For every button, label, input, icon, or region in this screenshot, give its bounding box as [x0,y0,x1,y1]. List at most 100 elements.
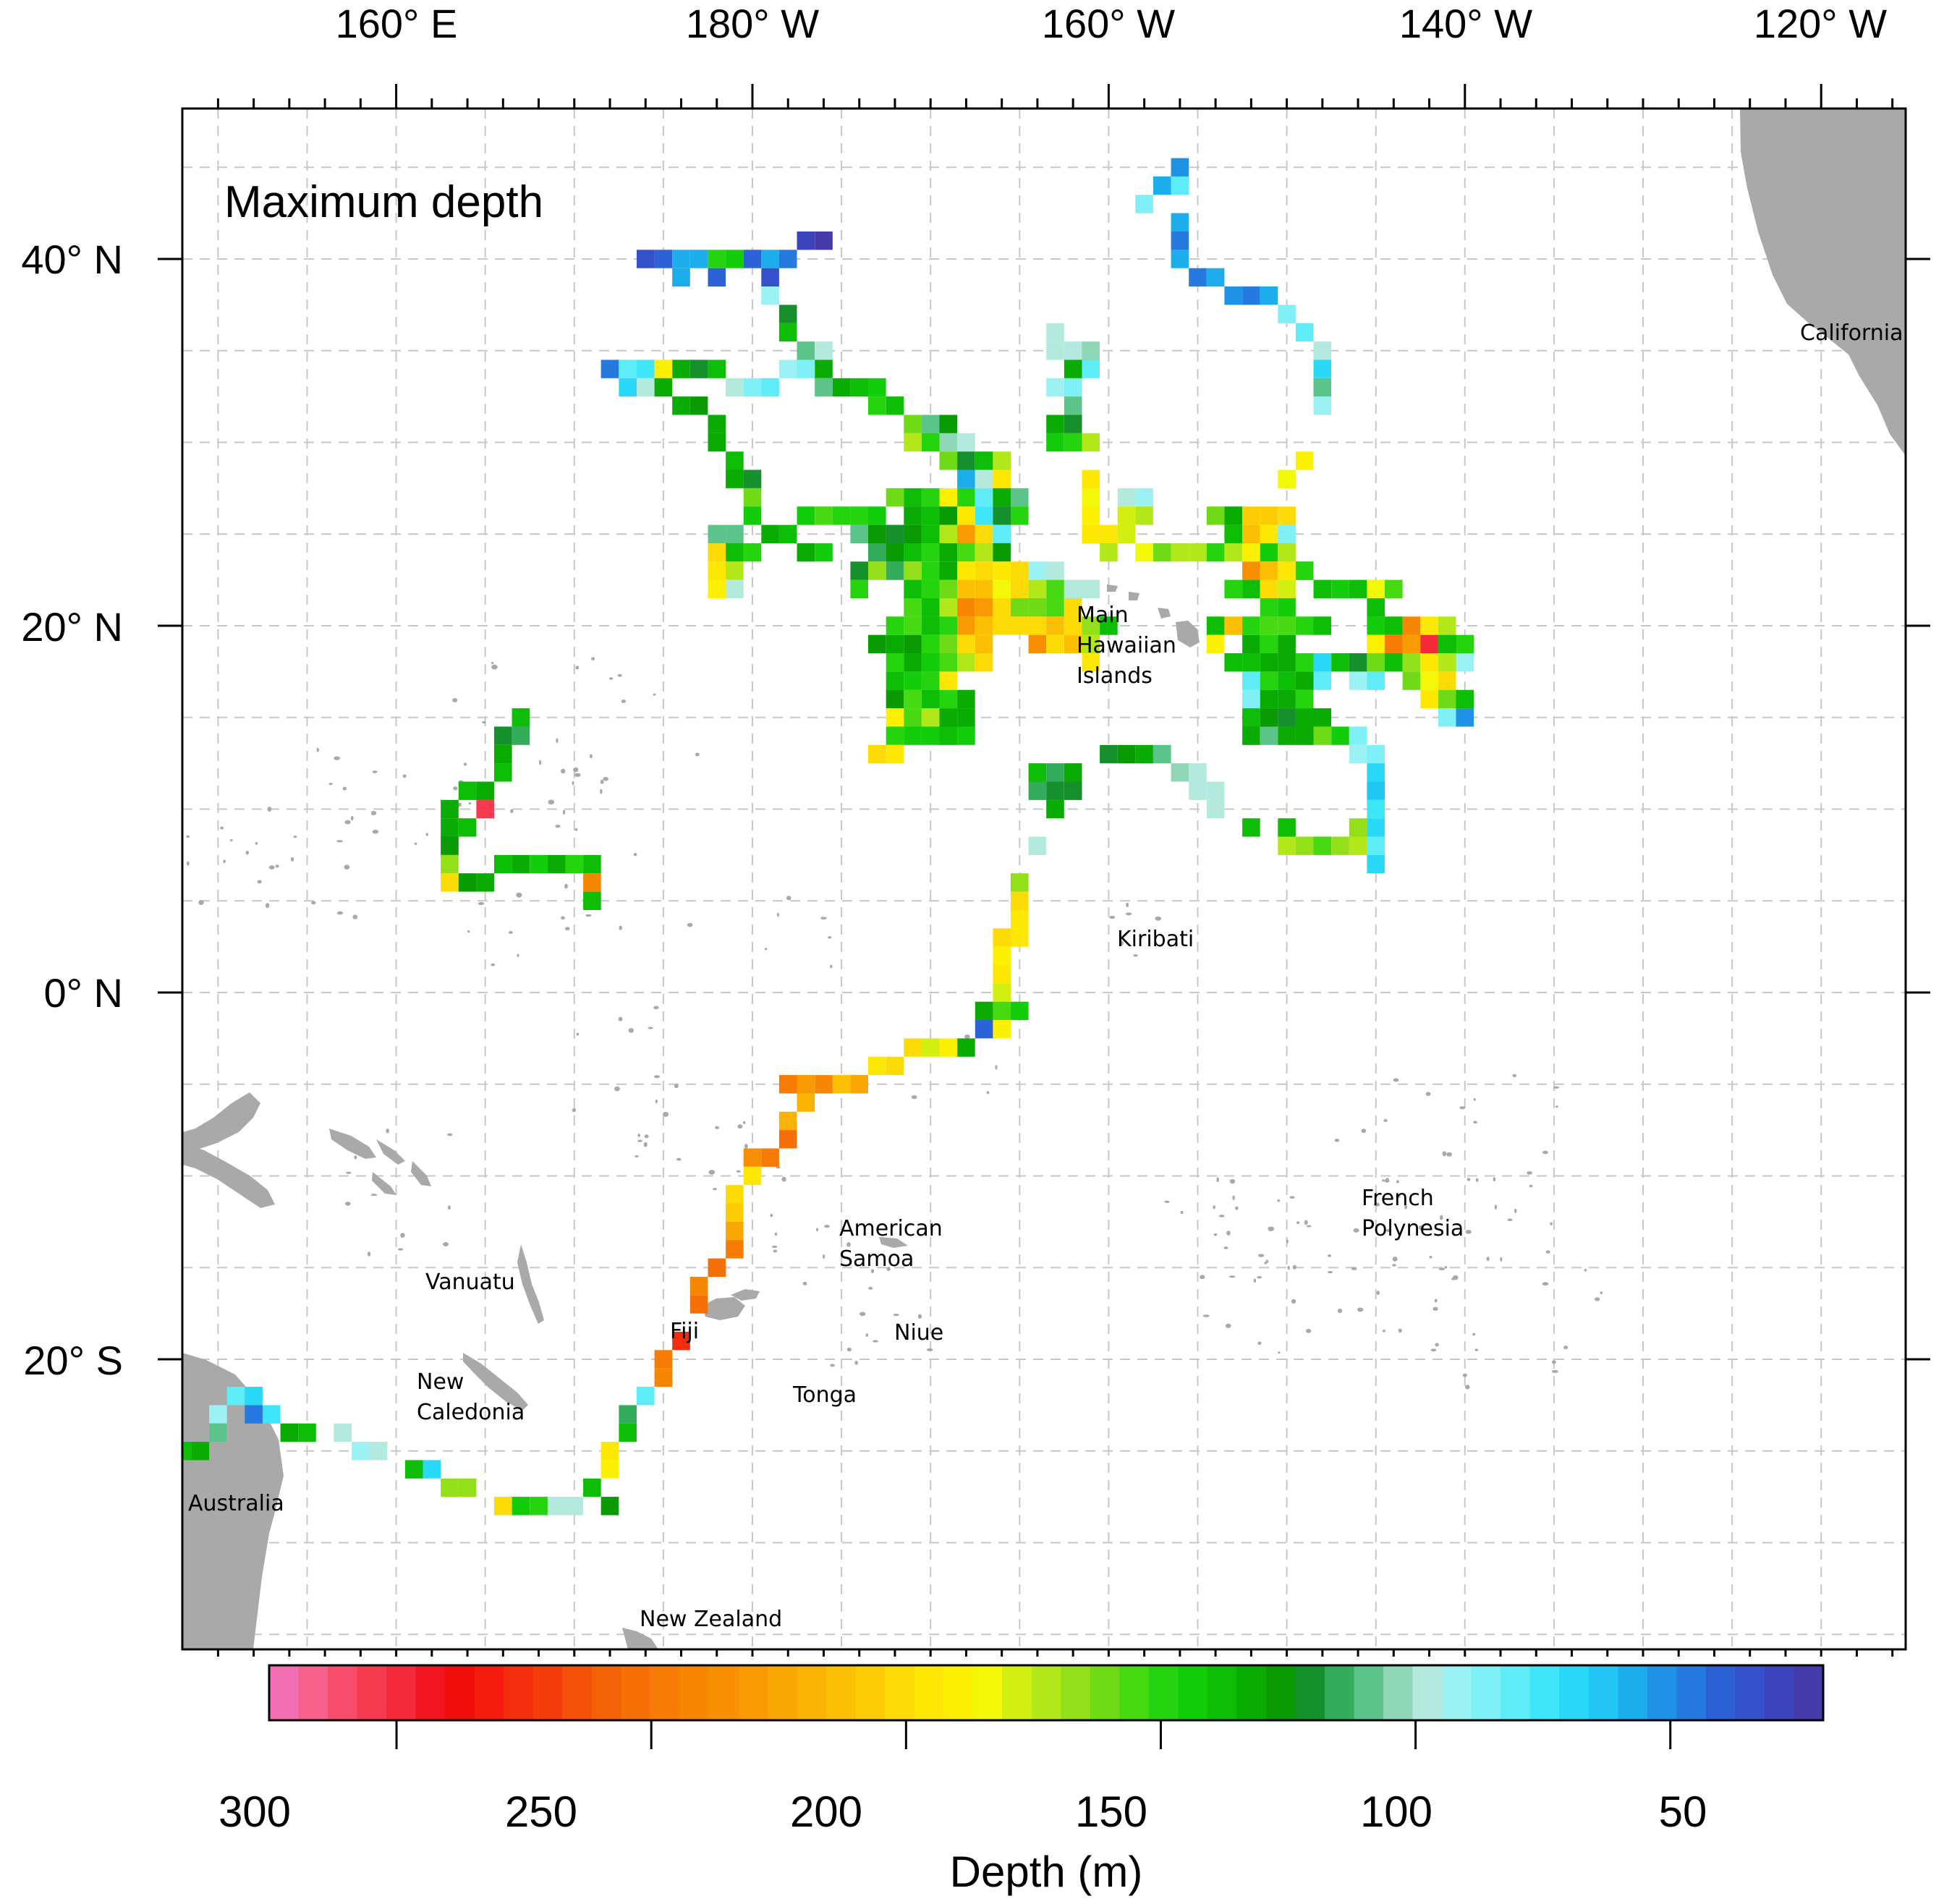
depth-cell [1011,488,1029,507]
depth-cell [1171,176,1189,195]
top-axis-label-160e: 160° E [336,1,458,46]
depth-cell [975,451,993,470]
depth-cell [743,543,762,562]
islet [1475,1178,1479,1183]
depth-cell [512,854,530,874]
depth-cell [939,506,958,525]
islet [564,927,570,931]
depth-cell [1242,286,1260,305]
colorbar-swatch [1236,1665,1267,1720]
depth-cell [619,1423,637,1442]
islet [628,1028,634,1033]
depth-cell [886,561,904,580]
depth-cell [904,616,922,635]
depth-cell [939,579,958,598]
depth-cell [1295,616,1314,635]
islet [964,1034,970,1040]
depth-cell [1206,781,1225,800]
islet [1304,1220,1308,1225]
depth-cell [921,488,940,507]
depth-cell [1206,616,1225,635]
depth-cell [334,1423,352,1442]
depth-cell [975,1001,993,1021]
colorbar-swatch [1031,1665,1061,1720]
depth-cell [1456,653,1474,672]
depth-cell [13,1534,31,1552]
depth-cell [1189,781,1207,800]
depth-cell [957,561,975,580]
depth-cell [1171,543,1189,562]
islet [1257,1275,1262,1279]
islet [328,783,333,786]
islet [619,925,622,930]
depth-cell [1456,708,1474,727]
top-axis-label-160w: 160° W [1042,1,1175,46]
colorbar-swatch [357,1665,387,1720]
depth-cell [939,616,958,635]
depth-cell [672,268,690,287]
depth-cell [1135,488,1153,507]
land-masses [182,109,1906,1649]
islet [342,786,347,791]
depth-cell [458,781,477,800]
depth-cell [31,1516,49,1534]
depth-cell [441,836,459,855]
depth-cell [726,543,744,562]
depth-cell [921,543,940,562]
depth-cell [886,634,904,654]
colorbar-swatch [1061,1665,1091,1720]
depth-cell [832,378,851,397]
left-axis-labels: 40° N 20° N 0° N 20° S [21,237,123,1383]
depth-cell [1189,763,1207,782]
depth-cell [1082,469,1100,488]
islet [1472,1333,1476,1336]
depth-cell [921,616,940,635]
islet [1550,1222,1553,1225]
depth-cell [708,250,726,268]
depth-cell [1278,543,1296,562]
depth-cell [1082,524,1100,543]
depth-cell [476,799,494,819]
depth-cell [1295,708,1314,727]
label-new-caledonia-2: Caledonia [417,1400,525,1425]
depth-cell [1171,158,1189,177]
islet [372,829,379,834]
islet [1432,1306,1438,1312]
islet [911,1095,917,1100]
islet [1232,1195,1235,1201]
depth-cell [726,250,744,268]
depth-cell [957,451,975,470]
depth-cell [565,1497,584,1516]
depth-cell [1100,616,1118,635]
depth-cell [975,1020,993,1039]
map-grid [182,109,1906,1649]
label-american-samoa-1: American [839,1216,943,1241]
colorbar-tick-250: 250 [505,1788,577,1836]
colorbar-swatch [943,1665,974,1720]
islet [1430,1348,1437,1352]
depth-cell [1206,634,1225,654]
depth-cell [13,1552,31,1570]
islet [257,880,262,884]
depth-cell [1046,433,1064,452]
depth-cell [672,396,690,415]
depth-cell [138,1460,156,1478]
depth-cell [1367,616,1385,635]
depth-cell [1242,579,1260,598]
depth-cell [921,726,940,745]
label-hawaii-1: Main [1077,603,1129,628]
depth-cell [708,543,726,562]
islet [230,838,233,842]
left-axis-label-20n: 20° N [21,604,123,650]
islet [574,773,581,777]
depth-cell [1242,524,1260,543]
depth-cell [1224,286,1242,305]
islet [1435,1343,1439,1347]
depth-cell [939,598,958,617]
islet [820,917,827,920]
depth-cell [975,488,993,507]
islet [1396,1194,1401,1198]
depth-cell [530,1497,548,1516]
depth-cell [726,1221,744,1241]
colorbar-swatch [1412,1665,1443,1720]
